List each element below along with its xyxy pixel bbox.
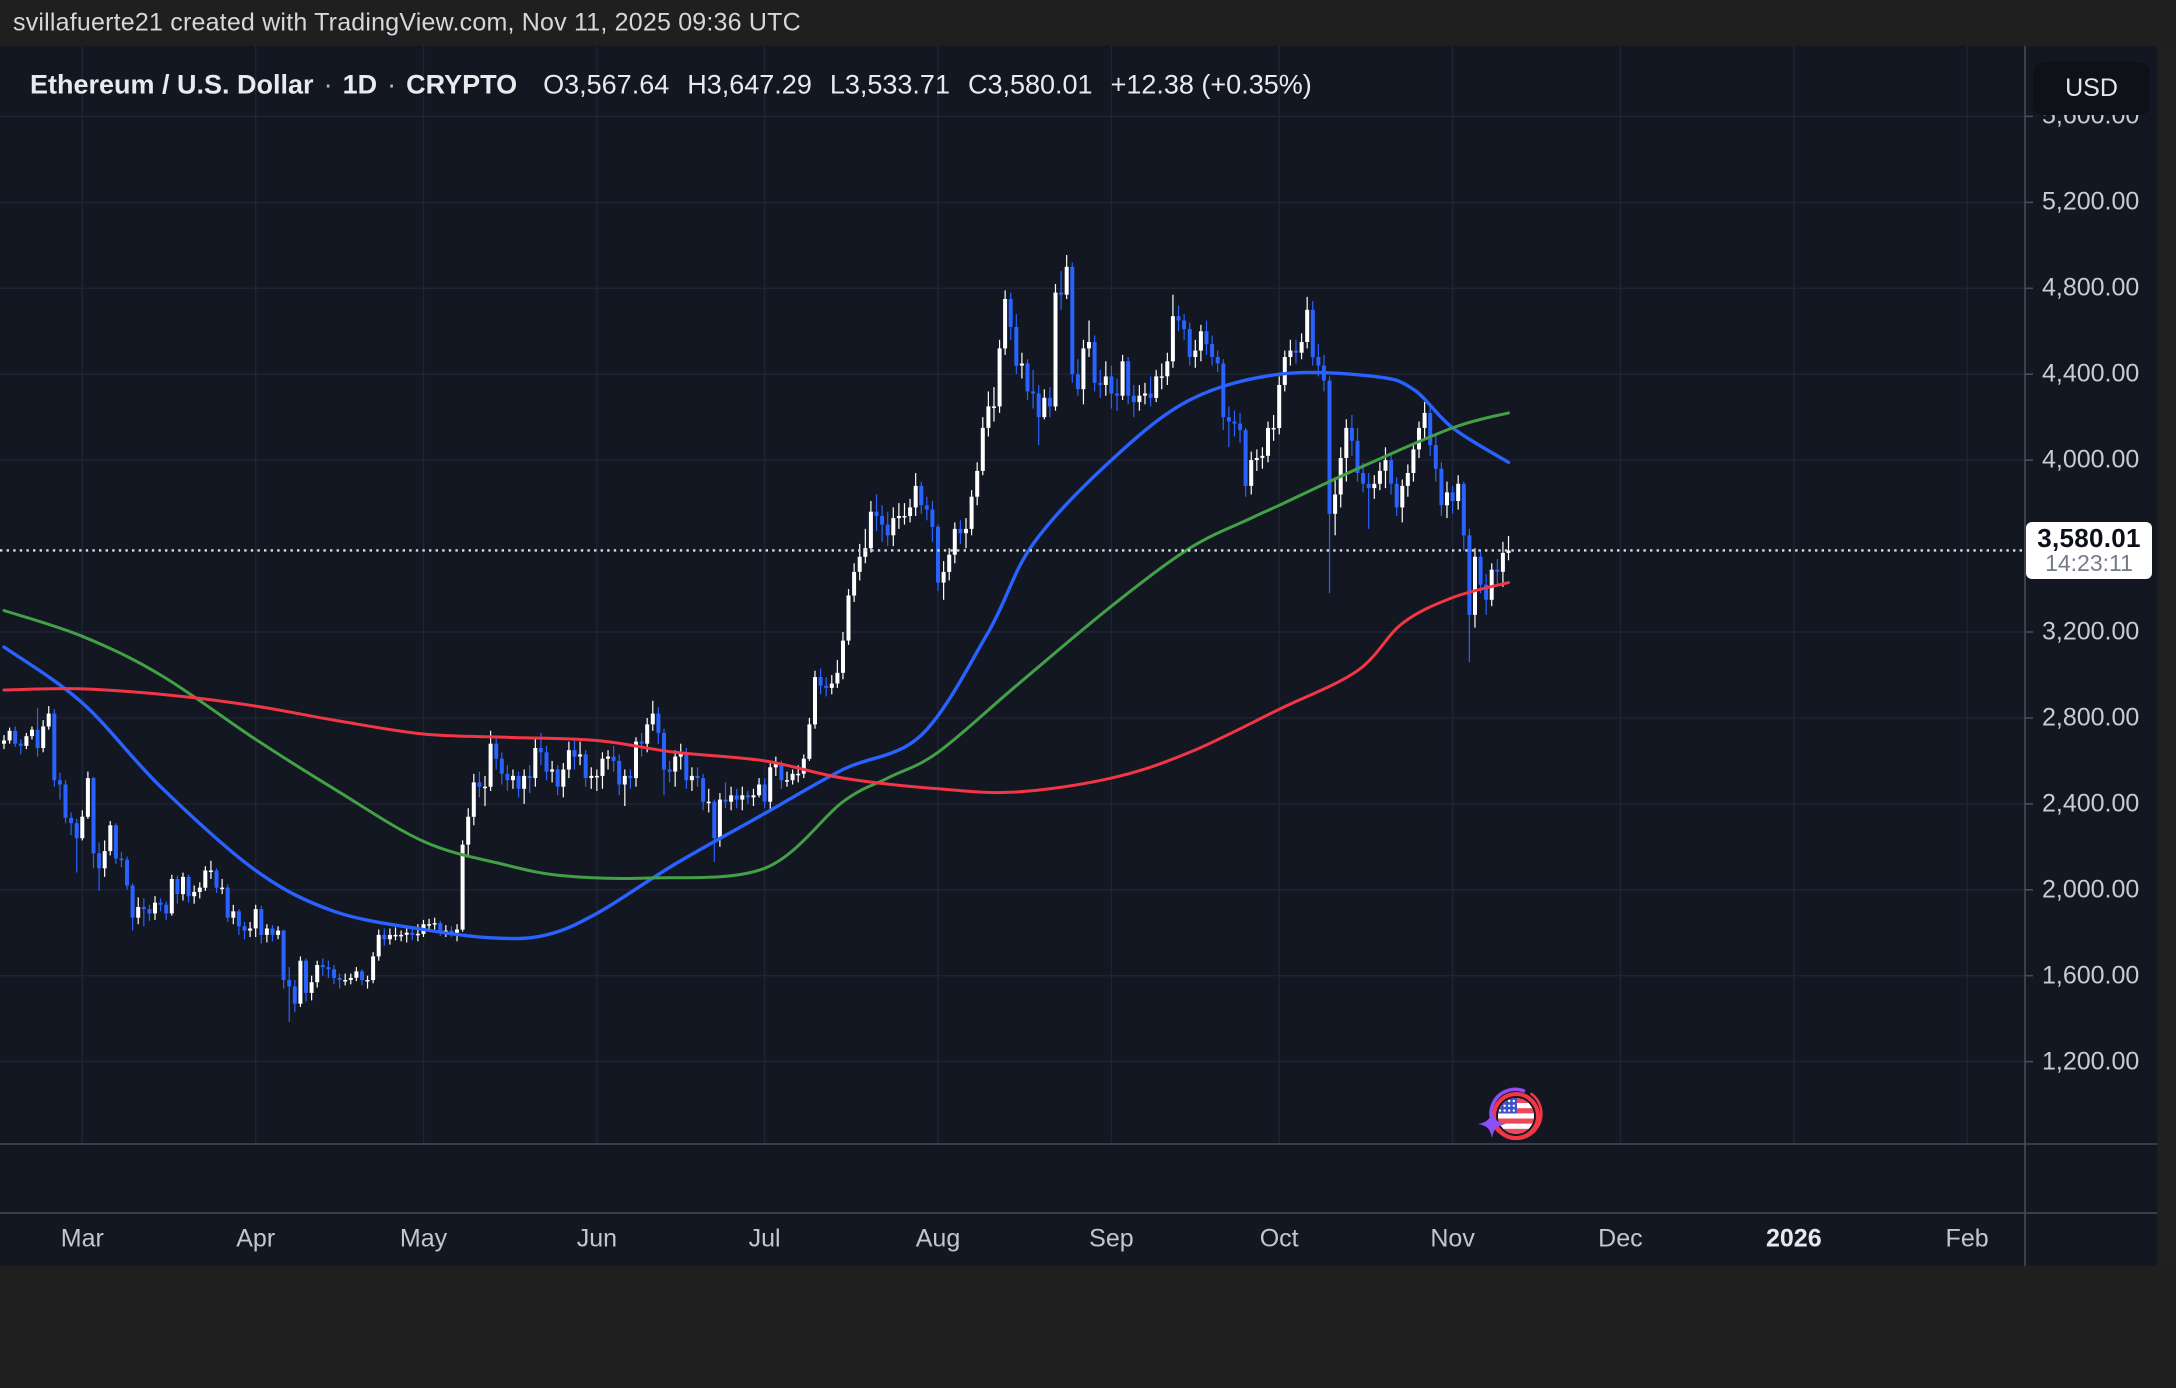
time-axis-label: Mar [60, 1224, 104, 1253]
separator-dot: · [387, 69, 397, 100]
axis-borders [0, 46, 2157, 1266]
time-axis-label: Aug [915, 1224, 961, 1253]
separator-dot: · [323, 69, 333, 100]
time-axis-label: Jul [748, 1224, 781, 1253]
time-axis-label: Sep [1089, 1224, 1134, 1253]
price-axis-label: 4,800.00 [2042, 273, 2140, 302]
symbol-title[interactable]: Ethereum / U.S. Dollar [30, 69, 314, 100]
time-axis-label: Nov [1430, 1224, 1475, 1253]
ohlc-values: O3,567.64 H3,647.29 L3,533.71 C3,580.01 [543, 70, 1110, 101]
footer-bar: TradingView [0, 1266, 2176, 1388]
change-value: +12.38 (+0.35%) [1110, 69, 1312, 100]
candlestick-series[interactable] [2, 255, 1511, 1022]
us-event-icon[interactable] [1478, 1079, 1551, 1149]
chart-canvas [0, 46, 2157, 1266]
time-axis-label: Oct [1259, 1224, 1299, 1253]
ohlc-h: H3,647.29 [687, 69, 812, 100]
price-axis-label: 1,200.00 [2042, 1047, 2140, 1076]
price-axis-label: 2,800.00 [2042, 703, 2140, 732]
moving-average-lines [2, 370, 1511, 941]
ma-line-sma-100 [2, 411, 1510, 880]
price-axis-label: 4,000.00 [2042, 445, 2140, 474]
ma-line-sma-50 [2, 370, 1511, 941]
price-axis-label: 4,400.00 [2042, 359, 2140, 388]
price-axis-label: 2,000.00 [2042, 875, 2140, 904]
ohlc-c: C3,580.01 [967, 69, 1093, 100]
exchange-label: CRYPTO [406, 69, 518, 100]
time-axis-label: Dec [1598, 1224, 1643, 1253]
attribution-bar: svillafuerte21 created with TradingView.… [0, 0, 2176, 46]
time-axis-label: 2026 [1765, 1224, 1822, 1253]
last-price-tag: 3,580.01 14:23:11 [2026, 522, 2152, 579]
grid-lines [0, 46, 2025, 1144]
ohlc-l: L3,533.71 [829, 69, 950, 100]
ohlc-o: O3,567.64 [543, 69, 670, 100]
currency-toggle-button[interactable]: USD [2033, 62, 2150, 115]
time-axis-label: May [399, 1224, 448, 1253]
time-axis-label: Jun [576, 1224, 618, 1253]
price-axis-label: 3,200.00 [2042, 617, 2140, 646]
interval-label[interactable]: 1D [342, 69, 378, 100]
price-axis-label: 5,200.00 [2042, 187, 2140, 216]
us-flag-icon [1498, 1098, 1534, 1134]
price-axis-label: 1,600.00 [2042, 961, 2140, 990]
time-axis-label: Feb [1945, 1224, 1989, 1253]
price-axis-label: 2,400.00 [2042, 789, 2140, 818]
symbol-header: Ethereum / U.S. Dollar · 1D · CRYPTO O3,… [30, 70, 1312, 101]
last-price-value: 3,580.01 [2037, 523, 2141, 554]
time-axis-label: Apr [236, 1224, 276, 1253]
countdown-timer: 14:23:11 [2045, 550, 2133, 577]
ma-line-sma-200 [2, 581, 1510, 795]
attribution-text: svillafuerte21 created with TradingView.… [13, 8, 801, 37]
